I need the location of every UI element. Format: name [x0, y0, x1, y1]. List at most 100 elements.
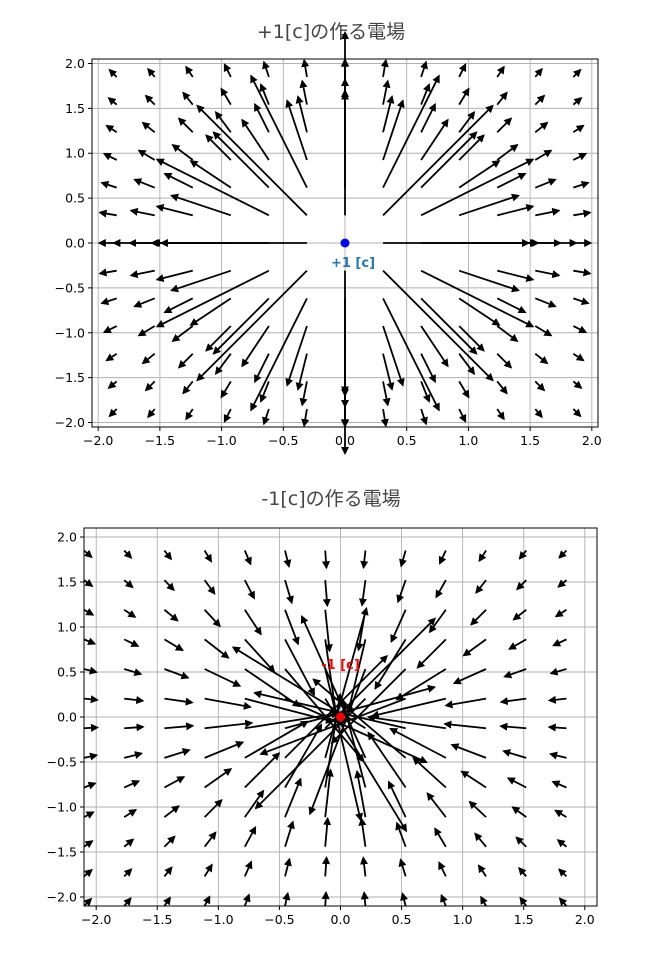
- field-arrow: [220, 380, 232, 399]
- field-arrow: [254, 353, 270, 384]
- field-arrow: [284, 723, 323, 788]
- field-arrow: [202, 895, 211, 907]
- field-arrow: [355, 609, 367, 652]
- y-tick-label: 0.0: [65, 236, 85, 251]
- y-tick-label: −2.0: [47, 890, 77, 905]
- field-arrow: [572, 408, 582, 418]
- field-arrow: [250, 74, 308, 189]
- field-arrow: [189, 297, 232, 326]
- field-arrow: [458, 63, 467, 78]
- field-arrow: [558, 868, 568, 878]
- field-arrow: [223, 63, 232, 78]
- field-arrow: [557, 579, 568, 588]
- field-arrow: [534, 94, 546, 106]
- field-arrow: [458, 193, 520, 217]
- field-arrow: [458, 160, 501, 189]
- field-arrow: [284, 777, 302, 818]
- field-arrow: [301, 408, 310, 428]
- field-arrow: [558, 897, 568, 907]
- field-arrow: [244, 789, 265, 818]
- field-arrow: [360, 550, 369, 570]
- field-arrow: [163, 896, 171, 907]
- field-arrow: [170, 269, 232, 293]
- field-arrow: [107, 97, 118, 106]
- field-arrow: [572, 380, 583, 389]
- field-arrow: [382, 270, 494, 382]
- y-tick-label: −1.5: [55, 370, 85, 385]
- field-arrow: [551, 780, 567, 789]
- field-arrow: [203, 550, 213, 563]
- field-arrow: [480, 895, 488, 907]
- field-arrow: [144, 380, 156, 392]
- field-arrow: [506, 777, 527, 789]
- x-tick-label: 2.0: [575, 912, 595, 927]
- field-arrow: [203, 799, 223, 818]
- field-arrow: [123, 868, 133, 878]
- field-arrow: [507, 638, 527, 650]
- field-arrow: [496, 144, 519, 161]
- field-arrow: [321, 890, 330, 907]
- y-tick-label: −1.5: [47, 845, 77, 860]
- field-arrow: [458, 87, 470, 106]
- field-arrow: [123, 609, 137, 618]
- y-tick-label: 1.5: [65, 101, 85, 116]
- x-tick-label: 0.0: [331, 912, 351, 927]
- field-arrow: [435, 579, 447, 599]
- axis-ticks: −2.0 −1.5 −1.0 −0.5 0.0 0.5 1.0 1.5 2.0 2.0 1.5 1.0…: [47, 530, 595, 928]
- field-arrow: [496, 117, 513, 133]
- field-arrow: [123, 838, 135, 848]
- x-tick-label: 0.0: [335, 433, 355, 448]
- field-arrow: [170, 193, 232, 217]
- electric-field-chart-positive: −2.0 −1.5 −1.0 −0.5 0.0 0.5 1.0 1.5 2.0 2.0 1.5 1.0…: [55, 31, 602, 455]
- field-arrow: [299, 79, 308, 105]
- field-arrow: [244, 697, 335, 724]
- field-arrow: [534, 352, 549, 365]
- field-arrow: [262, 60, 270, 78]
- field-arrow: [547, 695, 567, 704]
- field-arrow: [214, 353, 232, 375]
- field-arrow: [399, 550, 407, 568]
- field-arrow: [108, 68, 118, 78]
- field-arrow: [420, 131, 478, 189]
- field-arrow: [554, 608, 567, 618]
- field-arrow: [324, 768, 334, 818]
- field-arrow: [163, 297, 194, 314]
- field-arrow: [155, 204, 194, 217]
- field-arrow: [458, 111, 476, 133]
- field-arrow: [254, 102, 270, 133]
- field-arrow: [382, 297, 440, 412]
- charge-label: +1 [c]: [331, 256, 375, 271]
- field-arrow: [259, 381, 270, 403]
- field-arrow: [382, 95, 395, 133]
- field-arrow: [285, 325, 308, 387]
- field-arrow: [516, 579, 527, 591]
- field-arrow: [171, 144, 194, 161]
- field-arrow: [133, 297, 156, 308]
- field-arrow: [284, 609, 300, 646]
- field-arrow: [380, 58, 389, 78]
- field-arrow: [83, 666, 98, 675]
- field-arrow: [244, 752, 281, 789]
- field-arrow: [416, 638, 447, 669]
- field-arrow: [470, 609, 487, 626]
- field-arrow: [420, 297, 478, 355]
- field-arrow: [220, 87, 232, 106]
- field-arrow: [549, 751, 567, 760]
- field-arrow: [155, 269, 270, 328]
- field-arrow: [496, 172, 527, 189]
- field-arrow: [478, 550, 487, 563]
- field-arrow: [164, 722, 195, 731]
- charge-label: -1 [c]: [321, 658, 360, 673]
- field-arrow: [382, 353, 395, 391]
- field-arrow: [204, 668, 242, 687]
- field-arrow: [244, 825, 257, 848]
- field-arrow: [163, 579, 175, 592]
- field-arrow: [324, 609, 333, 653]
- field-arrow: [123, 668, 143, 677]
- field-arrow: [164, 748, 191, 759]
- field-arrow: [244, 720, 309, 759]
- field-arrow: [534, 325, 553, 337]
- x-tick-label: −1.5: [145, 433, 175, 448]
- field-arrows: [83, 549, 568, 907]
- field-arrow: [203, 831, 217, 848]
